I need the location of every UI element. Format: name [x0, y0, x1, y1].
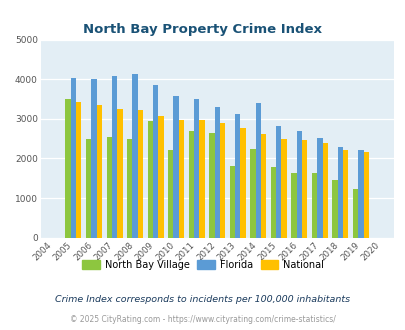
Bar — [137, 110, 143, 238]
Bar — [96, 105, 102, 238]
Bar — [337, 147, 342, 238]
Legend: North Bay Village, Florida, National: North Bay Village, Florida, National — [78, 256, 327, 274]
Bar — [209, 133, 214, 238]
Bar — [220, 123, 225, 238]
Bar — [188, 131, 194, 238]
Bar — [132, 74, 137, 238]
Bar — [127, 139, 132, 238]
Bar — [117, 109, 122, 238]
Bar — [86, 139, 91, 238]
Bar — [275, 126, 281, 238]
Bar — [255, 103, 260, 238]
Bar — [240, 128, 245, 238]
Bar — [178, 120, 184, 238]
Bar — [301, 140, 307, 238]
Bar — [76, 102, 81, 238]
Bar — [342, 150, 347, 238]
Bar — [229, 166, 234, 238]
Bar — [249, 148, 255, 238]
Bar — [311, 173, 316, 238]
Bar — [260, 134, 266, 238]
Bar — [199, 120, 204, 238]
Text: North Bay Property Crime Index: North Bay Property Crime Index — [83, 23, 322, 36]
Bar — [153, 85, 158, 238]
Bar — [106, 137, 112, 238]
Bar — [70, 79, 76, 238]
Bar — [112, 76, 117, 238]
Bar — [352, 189, 357, 238]
Bar — [91, 79, 96, 238]
Bar — [173, 96, 178, 238]
Bar — [234, 114, 240, 238]
Bar — [316, 138, 322, 238]
Bar — [158, 116, 163, 238]
Text: © 2025 CityRating.com - https://www.cityrating.com/crime-statistics/: © 2025 CityRating.com - https://www.city… — [70, 315, 335, 324]
Bar — [322, 143, 327, 238]
Text: Crime Index corresponds to incidents per 100,000 inhabitants: Crime Index corresponds to incidents per… — [55, 295, 350, 304]
Bar — [147, 121, 153, 238]
Bar — [296, 131, 301, 238]
Bar — [214, 107, 220, 238]
Bar — [363, 152, 368, 238]
Bar — [281, 139, 286, 238]
Bar — [270, 167, 275, 238]
Bar — [357, 150, 363, 238]
Bar — [332, 180, 337, 238]
Bar — [65, 99, 70, 238]
Bar — [168, 150, 173, 238]
Bar — [291, 174, 296, 238]
Bar — [194, 99, 199, 238]
